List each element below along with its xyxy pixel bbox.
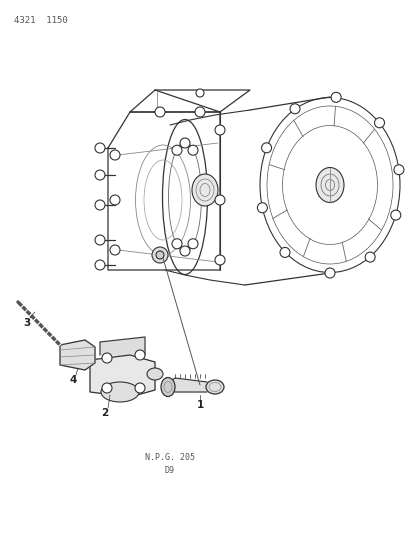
Circle shape <box>110 245 120 255</box>
Circle shape <box>289 104 299 114</box>
Text: 2: 2 <box>101 408 108 418</box>
Text: D9: D9 <box>164 466 175 475</box>
Circle shape <box>95 235 105 245</box>
Circle shape <box>364 252 374 262</box>
Circle shape <box>257 203 267 213</box>
Circle shape <box>95 143 105 153</box>
Ellipse shape <box>315 167 343 203</box>
Circle shape <box>135 350 145 360</box>
Text: 3: 3 <box>23 318 31 328</box>
Circle shape <box>330 92 340 102</box>
Circle shape <box>188 145 198 155</box>
Circle shape <box>393 165 403 175</box>
Ellipse shape <box>147 368 163 380</box>
Polygon shape <box>108 112 220 270</box>
Circle shape <box>373 118 384 128</box>
Text: 1: 1 <box>196 400 203 410</box>
Circle shape <box>152 247 168 263</box>
Polygon shape <box>60 340 95 370</box>
Text: 4321  1150: 4321 1150 <box>14 16 67 25</box>
Polygon shape <box>130 90 249 112</box>
Circle shape <box>102 353 112 363</box>
Circle shape <box>188 239 198 249</box>
Circle shape <box>110 195 120 205</box>
Circle shape <box>95 170 105 180</box>
Text: N.P.G. 205: N.P.G. 205 <box>145 453 195 462</box>
Circle shape <box>279 247 289 257</box>
Circle shape <box>261 143 271 153</box>
Ellipse shape <box>162 119 207 274</box>
Circle shape <box>180 138 189 148</box>
Circle shape <box>155 107 164 117</box>
Circle shape <box>214 125 225 135</box>
Polygon shape <box>168 378 207 392</box>
Circle shape <box>196 89 204 97</box>
Ellipse shape <box>205 380 223 394</box>
Circle shape <box>180 246 189 256</box>
Ellipse shape <box>259 98 399 272</box>
Circle shape <box>95 260 105 270</box>
Circle shape <box>102 383 112 393</box>
Ellipse shape <box>101 382 139 402</box>
Polygon shape <box>100 337 145 355</box>
Circle shape <box>214 195 225 205</box>
Circle shape <box>324 268 334 278</box>
Circle shape <box>110 150 120 160</box>
Text: 4: 4 <box>69 375 76 385</box>
Circle shape <box>390 210 400 220</box>
Circle shape <box>135 383 145 393</box>
Circle shape <box>155 251 164 259</box>
Ellipse shape <box>191 174 218 206</box>
Polygon shape <box>90 355 155 397</box>
Ellipse shape <box>161 377 175 397</box>
Circle shape <box>195 107 204 117</box>
Circle shape <box>172 145 182 155</box>
Circle shape <box>95 200 105 210</box>
Circle shape <box>214 255 225 265</box>
Circle shape <box>172 239 182 249</box>
